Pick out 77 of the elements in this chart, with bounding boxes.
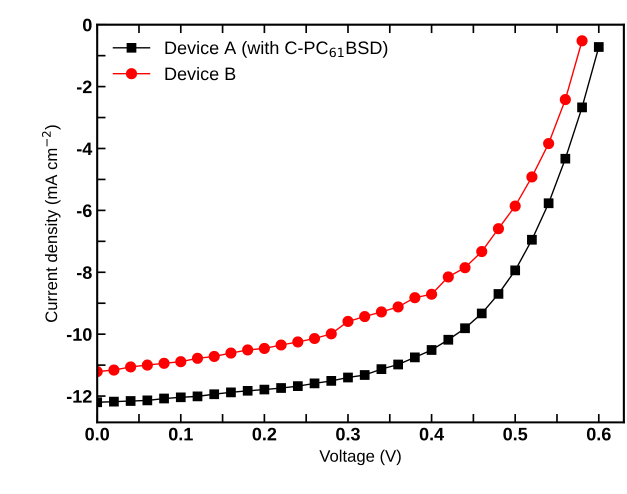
point <box>393 360 404 370</box>
point <box>342 316 354 328</box>
point <box>476 308 487 318</box>
x-tick-label: 0.4 <box>420 428 444 440</box>
point <box>192 352 204 364</box>
point <box>560 154 570 164</box>
point <box>326 376 336 386</box>
x-tick-label: 0.6 <box>586 428 611 440</box>
point <box>426 345 436 355</box>
point <box>359 310 370 322</box>
point <box>543 138 554 150</box>
point <box>326 328 337 340</box>
x-tick-label: 0.2 <box>252 428 276 440</box>
point <box>208 350 220 362</box>
x-tick-label: 0.1 <box>168 428 193 440</box>
y-tick-label: -6 <box>76 204 92 218</box>
point <box>142 360 153 371</box>
point <box>225 347 236 359</box>
point <box>158 358 170 369</box>
point <box>494 289 504 299</box>
x-tick-label: 0.5 <box>503 428 528 440</box>
point <box>175 356 186 368</box>
legend-label: Device B <box>165 66 236 80</box>
point <box>560 94 571 106</box>
legend-label: Device A (with C-PC$_{61}$BSD) <box>165 40 388 58</box>
point <box>459 262 471 274</box>
point <box>242 344 254 356</box>
x-axis-title: Voltage (V) <box>319 450 401 466</box>
point <box>226 387 236 398</box>
x-tick-label: 0.0 <box>85 428 109 440</box>
point <box>360 370 370 380</box>
y-tick-label: -2 <box>76 80 92 94</box>
point <box>260 384 270 394</box>
point <box>292 336 304 348</box>
y-tick-label: -8 <box>76 266 92 279</box>
point <box>527 234 537 245</box>
point <box>492 223 504 234</box>
point <box>276 383 286 393</box>
point <box>526 171 538 183</box>
point <box>292 381 303 392</box>
y-tick-label: -4 <box>76 142 92 156</box>
y-axis-title: Current density (mA cm$^{−2}$) <box>42 125 61 322</box>
point <box>576 35 588 46</box>
point <box>242 386 253 396</box>
x-tick-label: 0.3 <box>336 428 360 441</box>
point <box>192 392 202 402</box>
point <box>544 198 554 208</box>
point <box>310 378 320 388</box>
point <box>376 306 387 318</box>
point <box>276 339 287 351</box>
point <box>410 352 420 362</box>
point <box>376 364 386 374</box>
point <box>426 288 438 300</box>
point <box>460 323 470 334</box>
point <box>594 42 604 52</box>
point <box>442 271 454 282</box>
point <box>176 392 186 402</box>
point <box>443 334 454 345</box>
point <box>109 396 119 406</box>
point <box>308 332 320 344</box>
point <box>476 246 488 258</box>
point <box>577 102 587 112</box>
y-tick-label: 0 <box>82 18 92 32</box>
point <box>142 396 152 406</box>
point <box>126 396 136 406</box>
point <box>343 372 353 382</box>
point <box>159 394 169 404</box>
point <box>258 342 270 354</box>
point <box>125 361 136 373</box>
point <box>510 266 520 276</box>
point <box>510 200 521 212</box>
point <box>392 301 404 312</box>
point <box>409 292 420 304</box>
point <box>209 389 220 400</box>
y-tick-label: -10 <box>66 328 92 341</box>
y-tick-label: -12 <box>66 390 92 403</box>
point <box>108 364 120 376</box>
